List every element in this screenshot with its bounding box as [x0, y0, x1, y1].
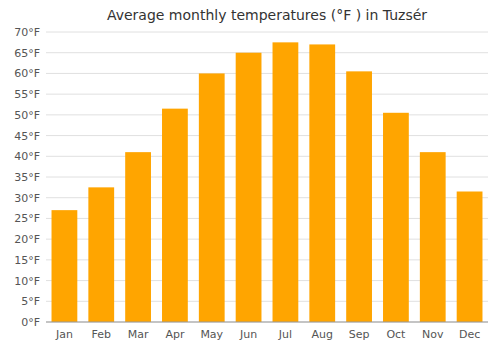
bar	[125, 152, 151, 322]
grid-line	[46, 135, 488, 136]
bar	[199, 73, 225, 322]
x-tick-label: May	[200, 328, 223, 341]
y-tick-label: 50°F	[14, 109, 40, 122]
y-tick-label: 70°F	[14, 26, 40, 39]
x-axis-line	[46, 322, 488, 323]
y-tick-label: 10°F	[14, 275, 40, 288]
y-tick-label: 0°F	[21, 316, 40, 329]
chart: Average monthly temperatures (°F ) in Tu…	[0, 0, 500, 350]
grid-line	[46, 94, 488, 95]
y-axis: 0°F 5°F 10°F 15°F 20°F 25°F 30°F 35°F 40°F 45°F 50…	[14, 26, 488, 329]
x-tick-label: Nov	[422, 328, 444, 341]
x-tick-label: Oct	[386, 328, 406, 341]
y-tick-label: 30°F	[14, 192, 40, 205]
y-tick-label: 35°F	[14, 171, 40, 184]
x-tick-label: Feb	[92, 328, 111, 341]
x-tick-label: Dec	[459, 328, 480, 341]
x-axis: Jan Feb Mar Apr May Jun Jul Aug Sep Oct Nov Dec	[55, 328, 480, 341]
grid-line	[46, 114, 488, 115]
y-tick-label: 20°F	[14, 233, 40, 246]
bar	[383, 113, 409, 322]
title: Average monthly temperatures (°F ) in Tu…	[107, 7, 427, 23]
bar	[346, 71, 372, 322]
bar	[457, 192, 483, 323]
bar	[88, 187, 114, 322]
bar	[236, 53, 262, 322]
bar	[52, 210, 78, 322]
y-tick-label: 65°F	[14, 47, 40, 60]
y-tick-label: 45°F	[14, 130, 40, 143]
y-tick-label: 15°F	[14, 254, 40, 267]
x-tick-label: Sep	[349, 328, 370, 341]
y-tick-label: 5°F	[21, 295, 40, 308]
x-tick-label: Aug	[312, 328, 333, 341]
page: {"chart_data": {"type": "bar", "title": …	[0, 0, 500, 350]
y-tick-label: 40°F	[14, 150, 40, 163]
x-tick-label: Mar	[128, 328, 149, 341]
y-tick-label: 25°F	[14, 212, 40, 225]
grid-line	[46, 73, 488, 74]
bar	[273, 42, 299, 322]
bar	[420, 152, 446, 322]
x-tick-label: Jul	[278, 328, 292, 341]
grid-line	[46, 322, 488, 323]
y-tick-label: 60°F	[14, 67, 40, 80]
y-tick-label: 55°F	[14, 88, 40, 101]
bar	[309, 44, 335, 322]
x-tick-label: Apr	[165, 328, 185, 341]
grid-line	[46, 32, 488, 33]
x-tick-label: Jun	[239, 328, 257, 341]
x-tick-label: Jan	[55, 328, 73, 341]
bars	[52, 42, 483, 322]
bar	[162, 109, 188, 322]
grid-line	[46, 52, 488, 53]
